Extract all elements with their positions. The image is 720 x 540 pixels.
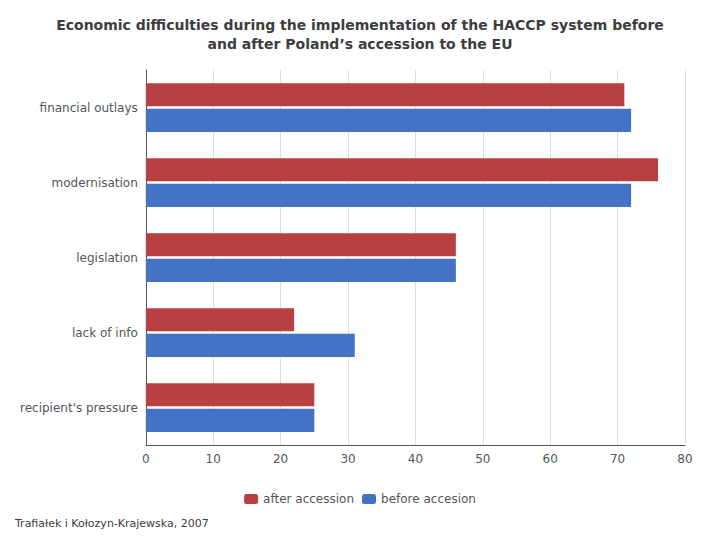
svg-text:Trafiałek i Kołozyn-Krajewska,: Trafiałek i Kołozyn-Krajewska, 2007 — [14, 517, 209, 530]
svg-text:0: 0 — [142, 452, 150, 466]
svg-text:70: 70 — [610, 452, 625, 466]
svg-text:40: 40 — [408, 452, 423, 466]
svg-text:50: 50 — [475, 452, 490, 466]
svg-text:20: 20 — [273, 452, 288, 466]
svg-text:before accesion: before accesion — [381, 492, 476, 506]
svg-text:legislation: legislation — [76, 251, 138, 265]
svg-text:80: 80 — [677, 452, 692, 466]
svg-text:30: 30 — [340, 452, 355, 466]
svg-text:and after Poland’s accession t: and after Poland’s accession to the EU — [207, 36, 512, 52]
svg-text:after accession: after accession — [263, 492, 354, 506]
svg-text:financial outlays: financial outlays — [40, 101, 138, 115]
svg-text:lack of info: lack of info — [72, 326, 138, 340]
svg-text:Economic difficulties during t: Economic difficulties during the impleme… — [56, 17, 664, 33]
svg-text:modernisation: modernisation — [52, 176, 138, 190]
svg-text:recipient's pressure: recipient's pressure — [20, 401, 138, 415]
svg-text:10: 10 — [206, 452, 221, 466]
svg-text:60: 60 — [543, 452, 558, 466]
